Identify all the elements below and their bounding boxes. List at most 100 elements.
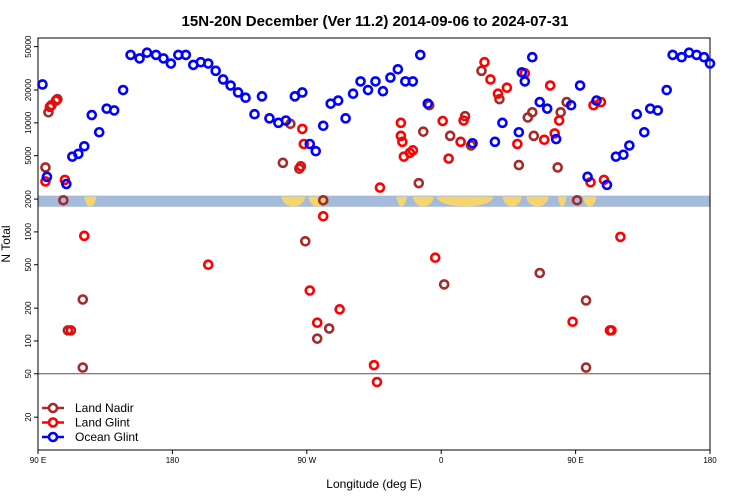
data-point — [407, 145, 419, 156]
data-point — [497, 117, 508, 129]
data-point — [397, 136, 408, 148]
y-tick-label: 50000 — [24, 35, 33, 58]
data-point — [77, 362, 89, 373]
x-axis: 90 E 180 90 W 0 90 E 180 — [30, 450, 717, 465]
data-point — [553, 115, 565, 126]
data-point — [552, 162, 563, 173]
data-point — [458, 115, 469, 126]
data-point — [414, 49, 426, 61]
x-tick-label: 90 E — [567, 456, 583, 465]
data-point — [580, 362, 592, 373]
data-point — [78, 140, 90, 152]
data-point — [571, 194, 583, 206]
data-point — [37, 79, 48, 90]
data-point — [78, 230, 90, 242]
legend-marker — [47, 417, 59, 428]
data-point — [606, 325, 617, 336]
series-ocean-glint — [37, 47, 716, 191]
data-point — [555, 106, 566, 118]
data-point — [513, 159, 525, 171]
data-point — [516, 67, 528, 78]
data-point — [582, 171, 593, 183]
legend-item: Land Nadir — [42, 401, 134, 415]
data-point — [210, 65, 222, 77]
data-point — [395, 130, 407, 142]
data-point — [591, 95, 602, 106]
data-point — [652, 105, 664, 116]
data-point — [476, 65, 487, 77]
data-point — [65, 325, 77, 336]
data-point — [485, 74, 496, 85]
data-point — [631, 108, 643, 120]
data-point — [323, 323, 335, 334]
data-point — [422, 98, 434, 109]
y-tick-label: 50 — [24, 369, 33, 378]
data-point — [280, 115, 292, 126]
data-point — [264, 113, 275, 124]
data-point — [526, 106, 538, 118]
legend-marker — [47, 431, 59, 443]
data-point — [704, 58, 716, 69]
data-point — [134, 53, 145, 64]
data-point — [538, 134, 550, 146]
data-point — [125, 49, 136, 61]
y-tick-label: 500 — [24, 258, 33, 272]
data-point — [311, 317, 323, 329]
data-point — [317, 194, 329, 206]
data-point — [437, 115, 448, 127]
data-point — [661, 84, 672, 96]
legend-label: Ocean Glint — [75, 430, 139, 444]
data-point — [565, 99, 577, 111]
data-point — [494, 93, 505, 105]
data-point — [618, 149, 629, 161]
data-point — [304, 138, 316, 150]
data-point — [370, 76, 381, 87]
data-point — [277, 157, 289, 169]
data-point — [202, 58, 214, 69]
data-point — [443, 153, 454, 164]
legend-label: Land Nadir — [75, 401, 134, 415]
data-point — [541, 103, 553, 114]
data-point — [501, 82, 513, 94]
x-tick-label: 90 W — [297, 456, 316, 465]
data-point — [73, 148, 84, 160]
data-point — [534, 267, 546, 279]
data-point — [377, 85, 389, 97]
data-point — [385, 72, 396, 83]
data-point — [455, 136, 466, 148]
y-tick-label: 100 — [24, 334, 33, 348]
data-point — [534, 96, 546, 108]
y-tick-label: 1000 — [24, 222, 33, 240]
legend-label: Land Glint — [75, 416, 130, 430]
data-point — [58, 194, 69, 206]
data-point — [295, 160, 307, 172]
data-point — [549, 128, 560, 139]
x-tick-label: 180 — [166, 456, 180, 465]
data-point — [438, 279, 450, 290]
data-point — [413, 177, 425, 189]
data-point — [249, 108, 260, 120]
data-point — [77, 294, 89, 305]
data-point — [544, 80, 556, 91]
data-point — [340, 113, 351, 124]
data-point — [513, 126, 525, 138]
y-axis: 20 50 100 200 500 1000 2000 5000 10000 20000 50000 — [24, 35, 38, 422]
y-tick-label: 20000 — [24, 78, 33, 101]
data-point — [141, 47, 153, 58]
chart-title: 15N-20N December (Ver 11.2) 2014-09-06 t… — [182, 13, 569, 30]
data-point — [297, 123, 308, 135]
data-point — [489, 136, 501, 148]
data-point — [347, 88, 359, 100]
data-point — [615, 231, 626, 243]
data-point — [444, 130, 456, 142]
data-point — [332, 95, 344, 106]
data-point — [429, 252, 441, 264]
data-point — [256, 91, 268, 102]
data-point — [225, 80, 236, 91]
y-tick-label: 2000 — [24, 190, 33, 208]
data-point — [580, 295, 592, 306]
data-point — [158, 53, 169, 64]
data-point — [667, 49, 678, 61]
